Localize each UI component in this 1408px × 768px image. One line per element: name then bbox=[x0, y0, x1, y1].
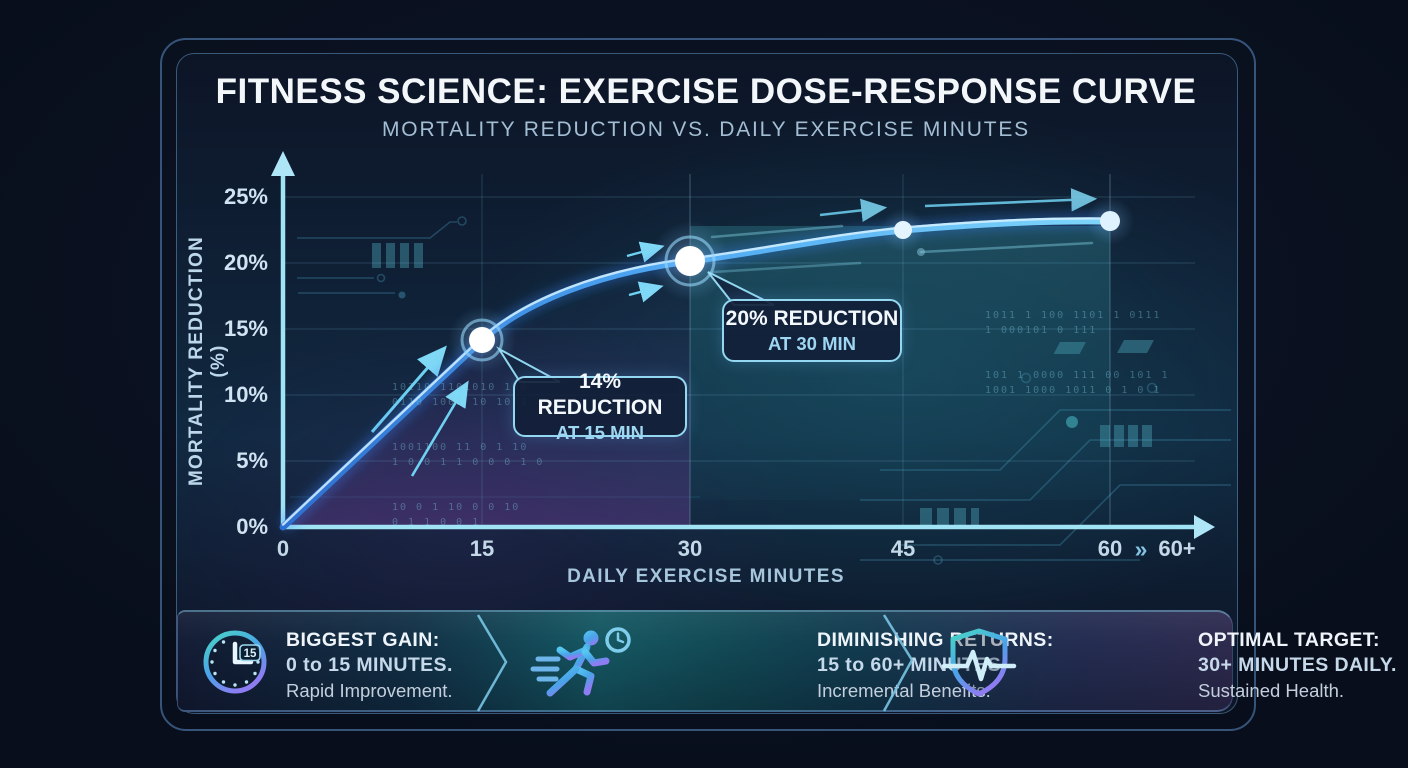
x-tick-45: 45 bbox=[890, 536, 916, 561]
clock-15-icon: 15 bbox=[203, 630, 267, 694]
binary-noise-right: 1011 1 100 1101 1 0111 1 000101 0 111 101… bbox=[985, 310, 1170, 396]
shield-pulse-icon bbox=[941, 628, 1017, 697]
chevron-divider-icon bbox=[476, 614, 508, 712]
page-title: FITNESS SCIENCE: EXERCISE DOSE-RESPONSE … bbox=[215, 72, 1197, 111]
x-tick-30: 30 bbox=[677, 536, 703, 561]
x-tick-0: 0 bbox=[276, 536, 290, 561]
strip-section-diminishing-returns: DIMINISHING RETURNS: 15 to 60+ MINUTES. … bbox=[512, 612, 1053, 710]
strip-text-optimal-target: OPTIMAL TARGET: 30+ MINUTES DAILY. Susta… bbox=[1198, 629, 1397, 701]
y-tick-20: 20% bbox=[223, 250, 268, 275]
panel-outer-border bbox=[160, 38, 1256, 731]
callout-14pct-15min: 14% REDUCTION AT 15 MIN bbox=[513, 370, 687, 443]
callout-value: 20% REDUCTION bbox=[725, 306, 899, 330]
page-subtitle: MORTALITY REDUCTION VS. DAILY EXERCISE M… bbox=[382, 118, 1030, 141]
x-tick-15: 15 bbox=[469, 536, 495, 561]
x-axis-overflow-chevron-icon: » bbox=[1134, 536, 1148, 562]
chevron-divider-icon bbox=[882, 614, 914, 712]
svg-text:15: 15 bbox=[244, 648, 257, 660]
legend-strip: 15 BIGGEST GAIN: 0 to 15 MINUTES. Rapid … bbox=[177, 610, 1396, 712]
y-tick-15: 15% bbox=[223, 316, 268, 341]
callout-time: AT 15 MIN bbox=[555, 422, 645, 444]
strip-section-biggest-gain: 15 BIGGEST GAIN: 0 to 15 MINUTES. Rapid … bbox=[178, 612, 508, 710]
callout-value: 14% REDUCTION bbox=[537, 369, 663, 419]
callout-20pct-30min: 20% REDUCTION AT 30 MIN bbox=[722, 299, 902, 362]
strip-section-optimal-target: OPTIMAL TARGET: 30+ MINUTES DAILY. Susta… bbox=[918, 612, 1396, 710]
strip-text-biggest-gain: BIGGEST GAIN: 0 to 15 MINUTES. Rapid Imp… bbox=[286, 629, 453, 701]
runner-clock-icon bbox=[530, 627, 631, 697]
y-tick-10: 10% bbox=[223, 382, 268, 407]
y-tick-5: 5% bbox=[236, 448, 268, 473]
x-tick-60: 60 bbox=[1097, 536, 1123, 561]
callout-time: AT 30 MIN bbox=[767, 333, 857, 355]
x-axis-label: DAILY EXERCISE MINUTES bbox=[567, 566, 845, 587]
y-tick-25: 25% bbox=[223, 184, 268, 209]
x-tick-60plus: 60+ bbox=[1158, 536, 1196, 561]
y-tick-0: 0% bbox=[236, 514, 268, 539]
